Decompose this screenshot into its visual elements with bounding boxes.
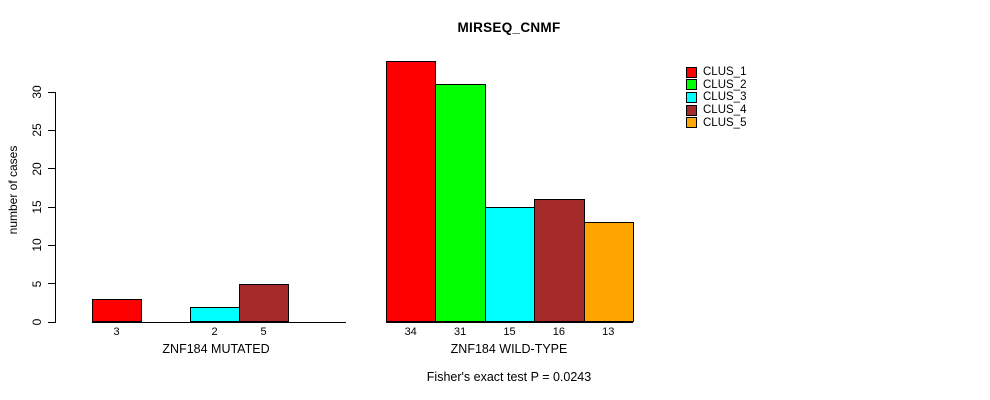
bar-value-label: 16 bbox=[552, 326, 566, 338]
bar-value-label: 31 bbox=[453, 326, 467, 338]
bar-clus_4-wildtype bbox=[534, 199, 585, 322]
y-tick-mark bbox=[48, 244, 55, 246]
chart-title: MIRSEQ_CNMF bbox=[457, 20, 561, 35]
bar-clus_2-wildtype bbox=[435, 84, 486, 322]
x-axis-group-label-wildtype: ZNF184 WILD-TYPE bbox=[450, 342, 568, 356]
bar-value-label: 2 bbox=[211, 326, 218, 338]
legend-row: CLUS_5 bbox=[686, 116, 746, 129]
bar-clus_3-mutated bbox=[190, 306, 240, 322]
bar-value-label: 5 bbox=[260, 326, 267, 338]
legend-label: CLUS_1 bbox=[703, 66, 747, 79]
bar-value-label: 15 bbox=[503, 326, 516, 338]
y-tick-label: 15 bbox=[30, 200, 44, 214]
y-tick-mark bbox=[48, 129, 55, 131]
legend-label: CLUS_3 bbox=[703, 91, 747, 104]
legend-swatch-icon bbox=[686, 79, 697, 91]
y-tick-mark bbox=[48, 321, 55, 323]
legend-swatch-icon bbox=[686, 66, 697, 78]
y-tick-mark bbox=[48, 91, 55, 93]
x-axis-baseline-wildtype bbox=[386, 322, 633, 323]
legend: CLUS_1 CLUS_2 CLUS_3 CLUS_4 CLUS_5 bbox=[686, 66, 746, 129]
legend-swatch-icon bbox=[686, 91, 697, 103]
y-tick-label: 25 bbox=[30, 123, 44, 138]
legend-label: CLUS_2 bbox=[703, 78, 747, 91]
legend-label: CLUS_4 bbox=[703, 104, 747, 117]
legend-label: CLUS_5 bbox=[703, 116, 747, 129]
bar-clus_1-wildtype bbox=[386, 61, 437, 322]
legend-swatch-icon bbox=[686, 117, 697, 129]
fisher-test-footnote: Fisher's exact test P = 0.0243 bbox=[426, 370, 592, 384]
y-tick-label: 10 bbox=[30, 238, 44, 253]
y-tick-label: 20 bbox=[30, 161, 44, 176]
bar-value-label: 3 bbox=[113, 326, 120, 338]
legend-row: CLUS_2 bbox=[686, 79, 746, 92]
x-axis-baseline-mutated bbox=[92, 322, 346, 323]
y-axis-title: number of cases bbox=[6, 145, 20, 235]
x-axis-group-label-mutated: ZNF184 MUTATED bbox=[162, 342, 270, 356]
y-tick-mark bbox=[48, 206, 55, 208]
bar-clus_4-mutated bbox=[239, 283, 289, 322]
legend-row: CLUS_4 bbox=[686, 104, 746, 117]
y-tick-mark bbox=[48, 283, 55, 285]
bar-clus_3-wildtype bbox=[484, 207, 536, 322]
y-tick-label: 5 bbox=[30, 280, 44, 287]
y-axis-line bbox=[55, 92, 56, 323]
bar-clus_1-mutated bbox=[92, 299, 142, 322]
y-tick-mark bbox=[48, 168, 55, 170]
y-tick-label: 30 bbox=[30, 85, 44, 99]
legend-swatch-icon bbox=[686, 104, 697, 116]
bar-clus_5-wildtype bbox=[583, 222, 634, 322]
bar-value-label: 34 bbox=[404, 326, 417, 338]
legend-row: CLUS_1 bbox=[686, 66, 746, 79]
bar-value-label: 13 bbox=[602, 326, 615, 338]
legend-row: CLUS_3 bbox=[686, 91, 746, 104]
y-tick-label: 0 bbox=[30, 318, 44, 326]
